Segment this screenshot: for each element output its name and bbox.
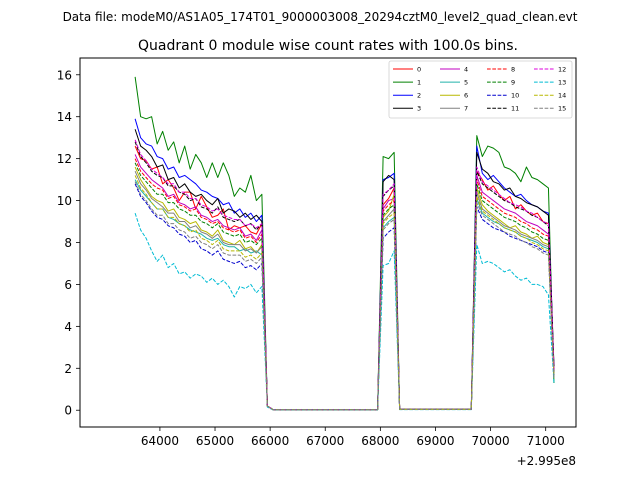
chart-title: Quadrant 0 module wise count rates with … — [138, 38, 518, 54]
tick-layer: 64000 65000 66000 67000 68000 69000 70000 71000… — [57, 68, 565, 448]
y-tick-label: 0 — [64, 404, 72, 418]
legend-label-8: 8 — [511, 65, 515, 73]
legend-label-1: 1 — [417, 78, 421, 86]
x-tick-label: 65000 — [196, 434, 234, 448]
legend-label-9: 9 — [511, 78, 515, 86]
legend-label-11: 11 — [511, 105, 519, 113]
legend-label-13: 13 — [558, 78, 566, 86]
x-tick-label: 70000 — [471, 434, 509, 448]
x-axis-offset-label: +2.995e8 — [517, 454, 576, 468]
plot-frame — [79, 57, 577, 428]
y-tick-label: 8 — [64, 236, 72, 250]
legend-label-15: 15 — [558, 105, 566, 113]
legend-label-0: 0 — [417, 65, 421, 73]
plot-background — [80, 58, 576, 427]
legend-label-5: 5 — [464, 78, 468, 86]
legend-label-7: 7 — [464, 105, 468, 113]
y-tick-label: 2 — [64, 362, 72, 376]
y-tick-label: 16 — [57, 68, 72, 82]
plot-area: 64000 65000 66000 67000 68000 69000 70000 71000… — [57, 57, 577, 448]
legend-label-12: 12 — [558, 65, 566, 73]
x-tick-label: 68000 — [361, 434, 399, 448]
y-tick-label: 4 — [64, 320, 72, 334]
y-tick-label: 6 — [64, 278, 72, 292]
legend-frame — [388, 60, 573, 119]
x-tick-label: 64000 — [141, 434, 179, 448]
series-line-13 — [134, 212, 555, 411]
x-tick-label: 67000 — [306, 434, 344, 448]
legend-label-14: 14 — [558, 92, 566, 100]
series-layer — [134, 76, 555, 411]
series-line-15 — [134, 181, 555, 411]
series-line-10 — [134, 183, 555, 411]
legend-label-4: 4 — [464, 65, 468, 73]
legend-label-10: 10 — [511, 92, 519, 100]
y-tick-label: 14 — [57, 110, 72, 124]
y-tick-label: 12 — [57, 152, 72, 166]
legend-label-6: 6 — [464, 92, 468, 100]
y-tick-label: 10 — [57, 194, 72, 208]
figure-suptitle: Data file: modeM0/AS1A05_174T01_90000030… — [63, 10, 578, 24]
legend-label-3: 3 — [417, 105, 421, 113]
series-line-14 — [134, 175, 555, 411]
x-tick-label: 69000 — [416, 434, 454, 448]
x-tick-label: 71000 — [527, 434, 565, 448]
x-tick-label: 66000 — [251, 434, 289, 448]
legend-label-2: 2 — [417, 92, 421, 100]
